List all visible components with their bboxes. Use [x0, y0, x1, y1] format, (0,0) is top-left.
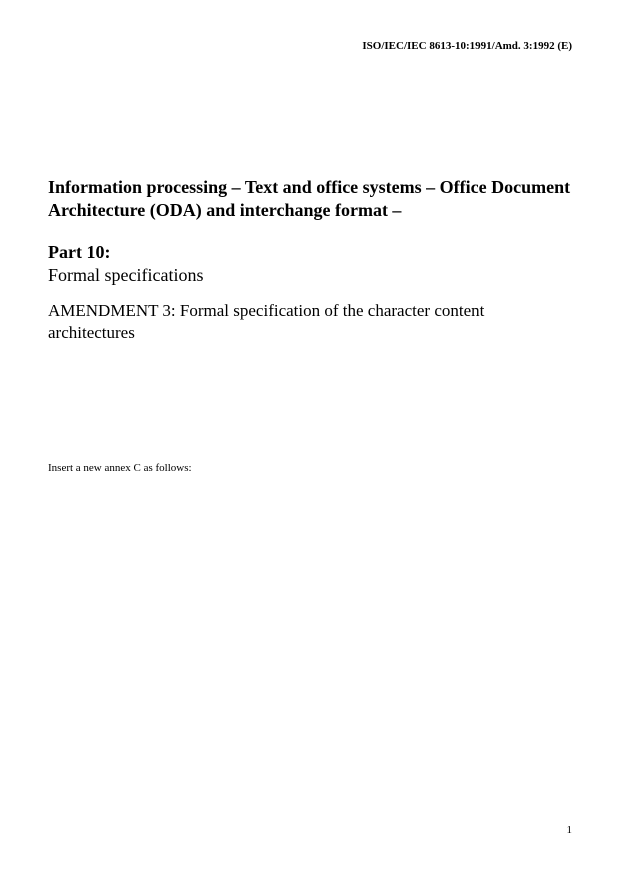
part-subtitle: Formal specifications [48, 265, 203, 285]
part-line: Part 10: Formal specifications [48, 241, 572, 288]
title-block: Information processing – Text and office… [48, 176, 572, 344]
page-number: 1 [567, 824, 573, 836]
main-title: Information processing – Text and office… [48, 176, 572, 223]
document-reference: ISO/IEC/IEC 8613-10:1991/Amd. 3:1992 (E) [362, 40, 572, 52]
amendment-title: AMENDMENT 3: Formal specification of the… [48, 300, 572, 344]
document-page: ISO/IEC/IEC 8613-10:1991/Amd. 3:1992 (E)… [0, 0, 620, 876]
part-label: Part 10: [48, 242, 110, 262]
instruction-text: Insert a new annex C as follows: [48, 462, 572, 474]
